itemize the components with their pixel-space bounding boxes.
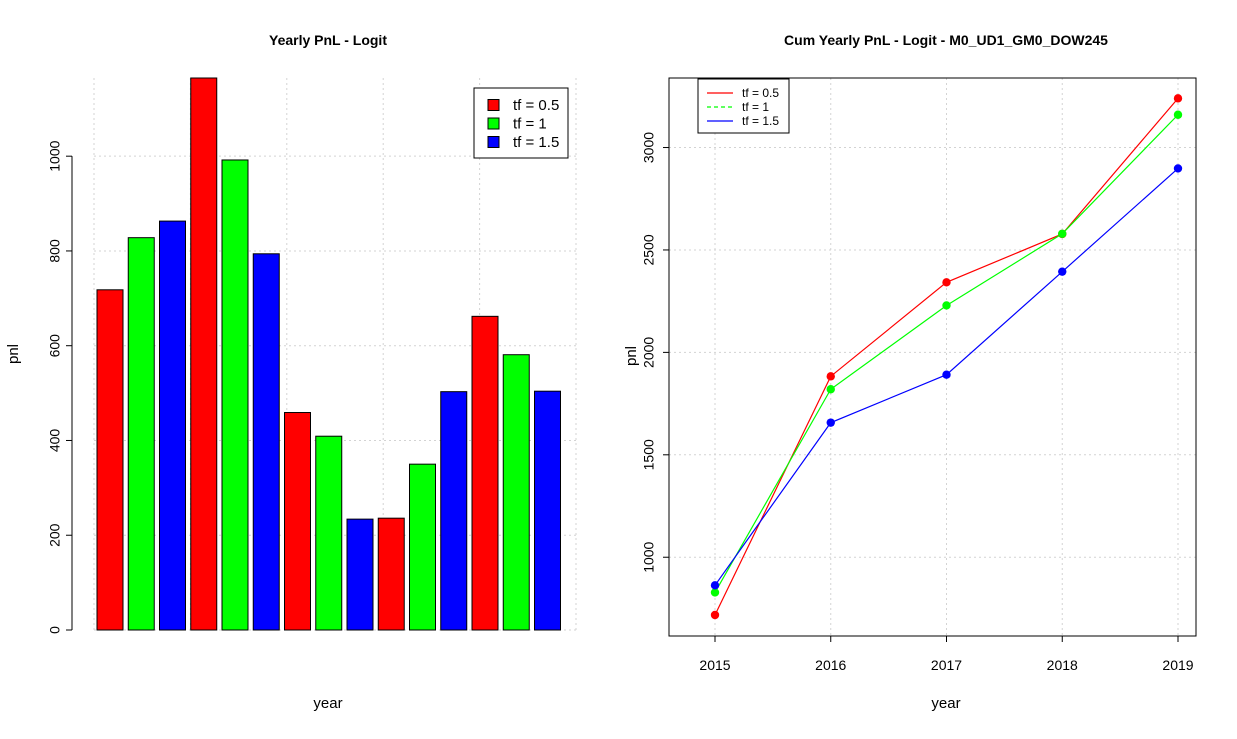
bar-2016-tf-1-5 [252, 253, 280, 631]
bar-2015-tf-0-5 [96, 289, 124, 631]
left-y-axis-label: pnl [5, 344, 22, 364]
point-2016-tf-1-5 [826, 418, 835, 427]
right-legend-label: tf = 0.5 [742, 86, 779, 100]
left-legend-label: tf = 0.5 [513, 97, 559, 114]
bar-2015-tf-1-5 [159, 220, 186, 631]
right-chart-title: Cum Yearly PnL - Logit - M0_UD1_GM0_DOW2… [784, 32, 1108, 48]
right-x-tick-label: 2018 [1047, 657, 1078, 673]
right-x-axis-label: year [931, 695, 960, 712]
left-legend-swatch [487, 117, 500, 130]
left-y-tick-label: 1000 [47, 140, 63, 171]
point-2015-tf-0-5 [710, 610, 720, 620]
right-axes: 1000 1500 2000 2500 3000 2015 2016 2017 2018 2019 [641, 77, 1197, 673]
right-plot-box [668, 77, 1197, 637]
bar-2018-tf-0-5 [377, 517, 405, 631]
point-2019-tf-1-5 [1173, 164, 1183, 173]
bar-2016-tf-1 [221, 159, 249, 631]
bar-2017-tf-1 [315, 435, 343, 631]
point-2018-tf-1-5 [1058, 267, 1067, 276]
left-legend-label: tf = 1 [513, 116, 547, 133]
left-y-tick-label: 600 [47, 334, 63, 358]
line-tf-0-5 [714, 97, 1179, 616]
right-x-tick-label: 2016 [815, 657, 846, 673]
point-2019-tf-1 [1173, 110, 1183, 119]
bar-2019-tf-1-5 [534, 390, 561, 631]
right-y-tick-label: 2500 [641, 234, 657, 265]
right-legend-label: tf = 1 [742, 100, 769, 114]
right-x-tick-label: 2015 [699, 657, 730, 673]
left-y-tick-label: 400 [47, 429, 63, 453]
right-legend-label: tf = 1.5 [742, 114, 779, 128]
bar-2019-tf-0-5 [471, 315, 499, 631]
right-y-tick-label: 2000 [641, 337, 657, 368]
right-y-tick-label: 3000 [641, 132, 657, 163]
left-y-tick-label: 0 [47, 626, 63, 634]
right-x-tick-label: 2017 [931, 657, 962, 673]
right-x-tick-label: 2019 [1162, 657, 1193, 673]
point-2015-tf-1-5 [710, 581, 720, 590]
bar-2018-tf-1-5 [440, 391, 468, 631]
bar-2015-tf-1 [127, 237, 155, 631]
right-lines [710, 94, 1183, 620]
bar-2017-tf-1-5 [346, 518, 374, 631]
right-y-tick-label: 1000 [641, 541, 657, 572]
left-legend-swatch [487, 136, 500, 148]
point-2016-tf-1 [826, 385, 835, 394]
left-legend-swatch [487, 99, 500, 111]
bar-2017-tf-0-5 [284, 412, 311, 631]
right-grid [669, 78, 1196, 636]
left-legend-label: tf = 1.5 [513, 134, 559, 151]
point-2017-tf-0-5 [942, 278, 951, 287]
point-2015-tf-1 [710, 588, 720, 597]
bar-2019-tf-1 [502, 354, 530, 631]
point-2017-tf-1 [942, 301, 951, 310]
right-legend: tf = 0.5tf = 1tf = 1.5 [697, 78, 790, 134]
left-chart-title: Yearly PnL - Logit [269, 32, 387, 48]
left-y-tick-label: 200 [47, 523, 63, 547]
right-y-axis-label: pnl [623, 346, 640, 366]
bar-2016-tf-0-5 [190, 77, 218, 631]
right-legend-box [697, 78, 790, 134]
point-2016-tf-0-5 [826, 372, 835, 381]
left-legend: tf = 0.5 tf = 1tf = 1.5 [473, 87, 569, 159]
bar-2018-tf-1 [409, 463, 436, 631]
left-y-axis: 0 200 400 600 800 1000 [47, 140, 73, 634]
point-2017-tf-1-5 [942, 370, 951, 379]
left-y-tick-label: 800 [47, 239, 63, 263]
left-x-axis-label: year [313, 695, 342, 712]
right-y-tick-label: 1500 [641, 439, 657, 470]
point-2019-tf-0-5 [1173, 94, 1183, 103]
point-2018-tf-1 [1058, 229, 1067, 238]
left-bars [96, 77, 561, 631]
